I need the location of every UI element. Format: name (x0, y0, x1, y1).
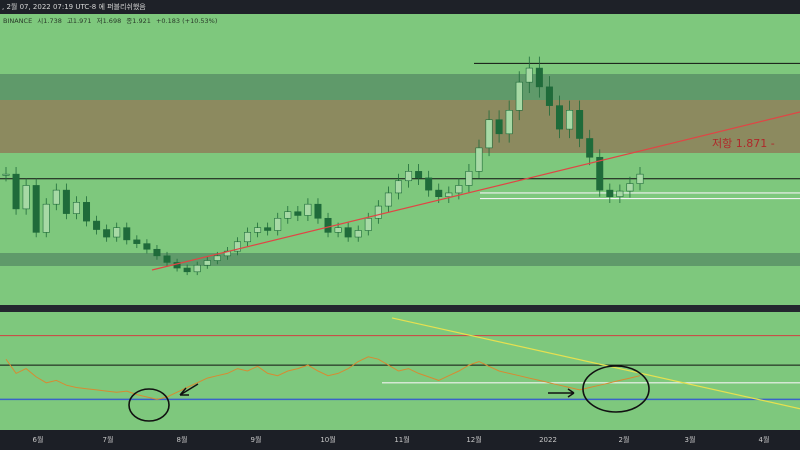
candle-body (2, 173, 10, 176)
candle-body (324, 217, 332, 233)
publish-header: , 2월 07, 2022 07:19 UTC-8 에 퍼블리쉬했음 (0, 0, 800, 14)
panel-divider (0, 305, 800, 312)
time-tick-label: 8월 (176, 436, 188, 444)
candle-body (274, 217, 282, 231)
lower-zone (0, 253, 800, 266)
candle-body (42, 203, 50, 233)
rsi-breakout-circle (582, 365, 650, 413)
candle-body (344, 227, 352, 238)
rsi-trendline (391, 317, 800, 410)
price-trendline (151, 111, 800, 271)
candle-body (606, 189, 614, 197)
candle-body (32, 185, 40, 233)
publish-title: , 2월 07, 2022 07:19 UTC-8 에 퍼블리쉬했음 (2, 3, 146, 11)
ohlc-readout: BINANCE 시1.738 고1.971 저1.698 종1.921 +0.1… (0, 14, 800, 28)
time-tick-label: 11월 (394, 436, 410, 444)
exchange-label: BINANCE (3, 17, 33, 25)
candle-body (213, 255, 221, 261)
candle-body (616, 190, 624, 197)
rsi-line (5, 356, 641, 400)
candle-body (254, 227, 262, 233)
candle-body (103, 229, 111, 238)
time-tick-label: 6월 (32, 436, 44, 444)
candle-body (12, 173, 20, 210)
candle-body (123, 227, 131, 241)
candle-body (384, 192, 392, 207)
high-value: 고1.971 (66, 17, 92, 25)
candle-body (636, 173, 644, 184)
time-tick-label: 10월 (320, 436, 336, 444)
candle-body (354, 230, 362, 238)
candle-body (264, 227, 272, 231)
candle-body (294, 211, 302, 216)
candle-body (626, 183, 634, 192)
candle-body (203, 260, 211, 266)
candle-body (515, 81, 523, 111)
candle-body (475, 147, 483, 172)
candle-body (193, 264, 201, 273)
candle-body (163, 255, 171, 263)
resistance-zone (0, 100, 800, 153)
candle-body (22, 185, 30, 210)
candle-body (505, 110, 513, 135)
candle-body (364, 217, 372, 231)
candle-body (465, 171, 473, 186)
change-value: +0.183 (+10.53%) (155, 17, 218, 25)
candle-body (62, 189, 70, 214)
candle-body (334, 227, 342, 233)
time-tick-label: 2022 (539, 436, 557, 444)
candle-body (596, 156, 604, 191)
time-tick-label: 2월 (618, 436, 630, 444)
candle-body (314, 203, 322, 219)
resistance-label: 저항 1.871 - (712, 137, 775, 150)
time-axis[interactable] (0, 430, 800, 450)
candle-body (374, 205, 382, 219)
candle-body (455, 185, 463, 194)
rsi-low-circle (128, 388, 170, 422)
candle-body (415, 171, 423, 179)
low-value: 저1.698 (96, 17, 122, 25)
candle-body (576, 110, 584, 139)
candle-body (485, 119, 493, 149)
candle-body (566, 110, 574, 130)
upper-zone (0, 74, 800, 100)
candle-body (52, 189, 60, 205)
candle-body (83, 202, 91, 222)
candle-body (304, 203, 312, 216)
candle-body (153, 248, 161, 257)
candle-body (425, 177, 433, 191)
close-value: 종1.921 (126, 17, 151, 25)
candle-body (233, 241, 241, 252)
candle-body (405, 171, 413, 182)
candle-body (113, 227, 121, 238)
candle-body (143, 243, 151, 250)
candle-body (93, 220, 101, 230)
time-tick-label: 12월 (466, 436, 482, 444)
candle-body (435, 189, 443, 197)
candle-body (555, 105, 563, 130)
arrow-right-icon (548, 388, 575, 398)
open-value: 시1.738 (37, 17, 62, 25)
candle-body (244, 232, 252, 243)
candle-body (284, 211, 292, 219)
candle-body (445, 192, 453, 197)
time-tick-label: 7월 (102, 436, 114, 444)
candle-body (525, 67, 533, 83)
time-tick-label: 9월 (250, 436, 262, 444)
arrow-left-icon (179, 383, 199, 396)
candle-body (133, 239, 141, 244)
candle-body (545, 86, 553, 106)
time-tick-label: 3월 (684, 436, 696, 444)
time-tick-label: 4월 (758, 436, 770, 444)
candle-body (495, 119, 503, 135)
candle-body (183, 267, 191, 273)
candle-body (535, 67, 543, 88)
candle-body (72, 202, 80, 214)
candle-body (586, 138, 594, 158)
candle-body (394, 180, 402, 194)
